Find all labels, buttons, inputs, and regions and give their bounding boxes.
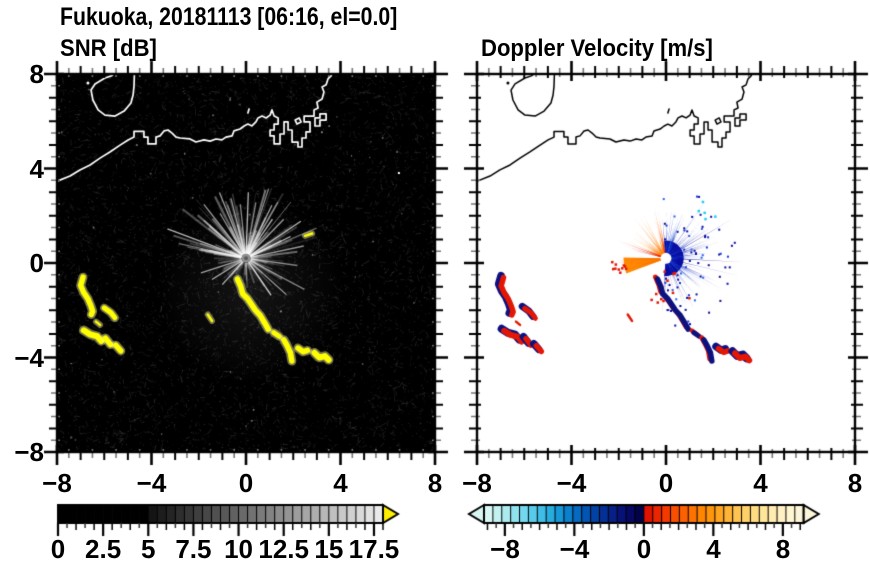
snr-x-tick-label: 4 [333, 468, 348, 498]
snr-colorbar-label: 15 [314, 534, 344, 564]
velocity-x-tick-label: −8 [462, 468, 492, 498]
velocity-colorbar-label: 8 [775, 534, 791, 564]
snr-colorbar-label: 12.5 [258, 534, 309, 564]
snr-y-tick-label: 8 [29, 59, 44, 89]
snr-colorbar-label: 10 [224, 534, 253, 564]
snr-colorbar-label: 7.5 [175, 534, 212, 564]
snr-x-tick-label: 0 [238, 468, 254, 498]
snr-y-tick-label: 0 [29, 248, 44, 278]
figure-title: Fukuoka, 20181113 [06:16, el=0.0] [60, 3, 398, 31]
snr-plot-canvas [41, 58, 451, 468]
snr-x-tick-label: −8 [42, 468, 72, 498]
snr-x-tick-label: −4 [136, 468, 167, 498]
velocity-x-tick-label: 8 [847, 468, 863, 498]
velocity-plot-canvas [461, 58, 870, 468]
snr-colorbar-label: 5 [141, 534, 156, 564]
velocity-x-tick-label: −4 [556, 468, 587, 498]
velocity-x-tick-label: 0 [658, 468, 674, 498]
snr-y-tick-label: −8 [14, 437, 44, 467]
snr-x-tick-label: 8 [427, 468, 443, 498]
snr-panel-title: SNR [dB] [60, 35, 157, 62]
velocity-colorbar-label: 0 [636, 534, 652, 564]
snr-y-tick-label: 4 [29, 153, 44, 184]
velocity-colorbar-label: −4 [559, 534, 590, 564]
velocity-colorbar-canvas [455, 502, 839, 542]
snr-colorbar-label: 2.5 [85, 534, 122, 564]
velocity-colorbar-label: 4 [706, 534, 721, 564]
snr-colorbar-label: 0 [50, 534, 66, 564]
snr-colorbar-label: 17.5 [348, 534, 400, 564]
snr-y-tick-label: −4 [14, 342, 44, 373]
velocity-x-tick-label: 4 [753, 468, 768, 498]
snr-colorbar-canvas [45, 502, 413, 542]
velocity-colorbar-label: −8 [490, 534, 520, 564]
velocity-panel-title: Doppler Velocity [m/s] [481, 35, 713, 62]
